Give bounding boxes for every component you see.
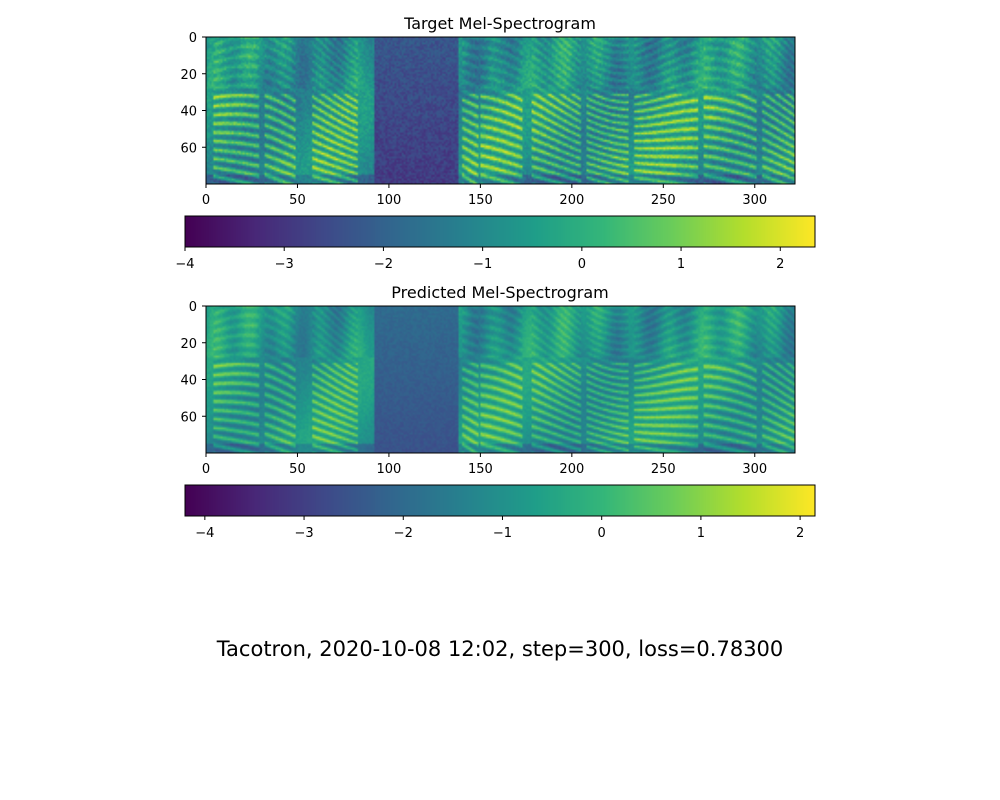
figure-caption: Tacotron, 2020-10-08 12:02, step=300, lo… xyxy=(216,637,784,661)
x-tick-label: 0 xyxy=(202,462,210,477)
x-tick-label: 150 xyxy=(468,193,493,208)
y-tick-label: 20 xyxy=(180,68,197,83)
colorbar-tick-label: −4 xyxy=(175,257,194,272)
x-tick-label: 50 xyxy=(289,462,306,477)
y-tick-label: 40 xyxy=(180,374,197,389)
y-tick-label: 0 xyxy=(189,300,197,315)
target-plot-title: Target Mel-Spectrogram xyxy=(403,14,596,33)
colorbar-tick-label: −1 xyxy=(473,257,492,272)
x-tick-label: 0 xyxy=(202,193,210,208)
colorbar-tick-label: 2 xyxy=(776,257,784,272)
predicted-colorbar-ticks: −4 −3 −2 −1 0 1 2 xyxy=(195,516,804,541)
target-x-ticks: 0 50 100 150 200 250 300 xyxy=(202,184,767,208)
y-tick-label: 20 xyxy=(180,337,197,352)
predicted-colorbar-frame xyxy=(184,484,816,517)
x-tick-label: 150 xyxy=(468,462,493,477)
x-tick-label: 250 xyxy=(651,193,676,208)
target-colorbar-frame xyxy=(184,215,816,248)
y-tick-label: 60 xyxy=(180,141,197,156)
x-tick-label: 300 xyxy=(742,193,767,208)
predicted-plot-title: Predicted Mel-Spectrogram xyxy=(391,283,608,302)
colorbar-tick-label: 1 xyxy=(677,257,685,272)
colorbar-tick-label: −3 xyxy=(294,526,313,541)
target-colorbar-ticks: −4 −3 −2 −1 0 1 2 xyxy=(175,247,784,272)
colorbar-tick-label: −2 xyxy=(394,526,413,541)
target-colorbar xyxy=(185,216,815,247)
target-spectrogram-image xyxy=(206,37,795,184)
colorbar-tick-label: −4 xyxy=(195,526,214,541)
x-tick-label: 100 xyxy=(377,462,402,477)
x-tick-label: 50 xyxy=(289,193,306,208)
colorbar-tick-label: −1 xyxy=(493,526,512,541)
colorbar-tick-label: −2 xyxy=(374,257,393,272)
x-tick-label: 250 xyxy=(651,462,676,477)
predicted-spectrogram-panel: Predicted Mel-Spectrogram 0 50 100 150 200 25… xyxy=(180,283,816,541)
x-tick-label: 100 xyxy=(377,193,402,208)
colorbar-tick-label: 1 xyxy=(697,526,705,541)
y-tick-label: 60 xyxy=(180,410,197,425)
colorbar-tick-label: 0 xyxy=(598,526,606,541)
predicted-spectrogram-image xyxy=(206,306,795,453)
x-tick-label: 200 xyxy=(559,462,584,477)
target-spectrogram-panel: Target Mel-Spectrogram 0 50 100 150 200 250 30… xyxy=(175,14,816,272)
target-y-ticks: 0 20 40 60 xyxy=(180,31,206,156)
y-tick-label: 0 xyxy=(189,31,197,46)
y-tick-label: 40 xyxy=(180,105,197,120)
colorbar-tick-label: 2 xyxy=(796,526,804,541)
colorbar-tick-label: −3 xyxy=(275,257,294,272)
x-tick-label: 300 xyxy=(742,462,767,477)
x-tick-label: 200 xyxy=(559,193,584,208)
colorbar-tick-label: 0 xyxy=(578,257,586,272)
predicted-x-ticks: 0 50 100 150 200 250 300 xyxy=(202,453,767,477)
predicted-colorbar xyxy=(185,485,815,516)
predicted-y-ticks: 0 20 40 60 xyxy=(180,300,206,425)
